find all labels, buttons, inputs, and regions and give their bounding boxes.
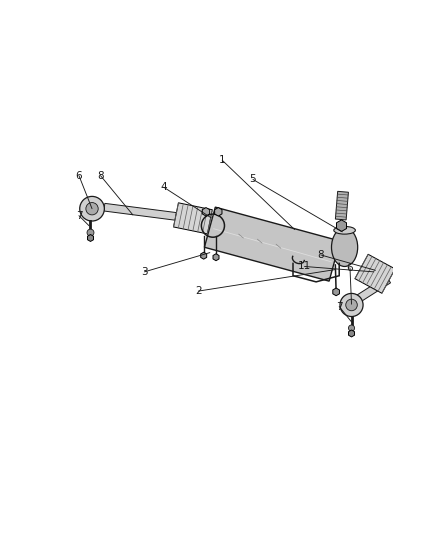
Circle shape (86, 203, 98, 215)
Polygon shape (353, 276, 391, 304)
Circle shape (87, 229, 94, 236)
Polygon shape (173, 203, 212, 234)
Polygon shape (202, 207, 210, 216)
Text: 8: 8 (318, 250, 324, 260)
Circle shape (349, 325, 355, 331)
Ellipse shape (332, 228, 358, 266)
Circle shape (340, 294, 363, 317)
Text: 4: 4 (160, 182, 167, 192)
Polygon shape (88, 235, 93, 241)
Polygon shape (349, 330, 354, 337)
Polygon shape (201, 252, 207, 259)
Text: 7: 7 (336, 302, 343, 311)
Polygon shape (213, 254, 219, 261)
Text: 6: 6 (346, 263, 353, 273)
Polygon shape (104, 204, 177, 220)
Polygon shape (336, 220, 346, 231)
Text: 7: 7 (76, 211, 82, 221)
Polygon shape (355, 254, 395, 293)
Polygon shape (215, 207, 222, 216)
Circle shape (80, 196, 104, 221)
Text: 6: 6 (76, 171, 82, 181)
Text: 2: 2 (195, 286, 201, 296)
Text: 8: 8 (97, 171, 104, 181)
Circle shape (346, 299, 357, 311)
Polygon shape (336, 191, 348, 220)
Polygon shape (205, 207, 340, 281)
Ellipse shape (334, 227, 355, 234)
Text: 5: 5 (250, 174, 256, 184)
Text: 3: 3 (141, 267, 148, 277)
Polygon shape (333, 288, 339, 296)
Text: 1: 1 (219, 155, 226, 165)
Text: 11: 11 (298, 262, 311, 271)
